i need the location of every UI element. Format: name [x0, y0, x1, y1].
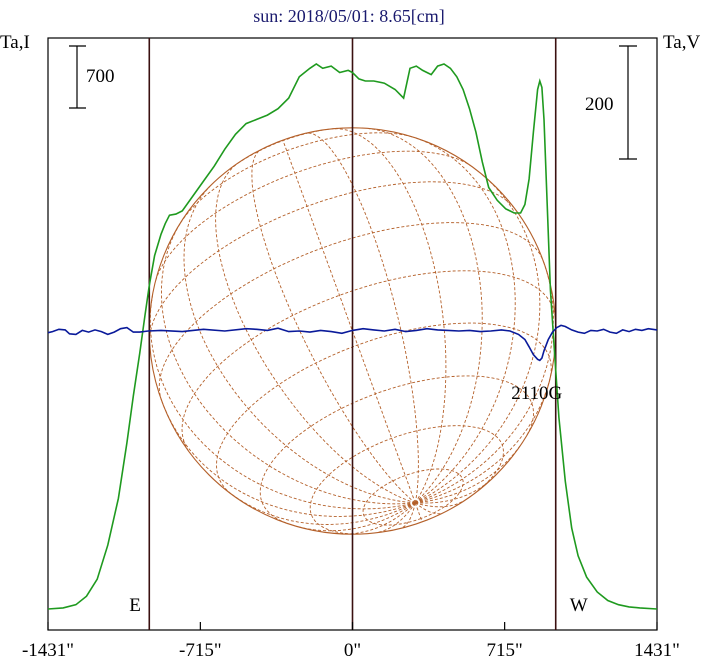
longitude-line [305, 132, 419, 503]
longitude-line [215, 163, 416, 504]
latitude-line [216, 322, 552, 495]
longitude-line [230, 493, 416, 525]
longitude-line [332, 128, 447, 504]
longitude-line [415, 500, 464, 508]
longitude-line [149, 293, 416, 510]
longitude-line [282, 139, 416, 504]
latitude-line [155, 150, 471, 281]
longitude-line [368, 128, 483, 504]
longitude-line [343, 502, 416, 535]
x-tick-label: 0" [344, 640, 361, 661]
series-line-intensity [47, 63, 658, 610]
active-region-label: 2110G [511, 383, 562, 404]
longitude-line [414, 502, 442, 515]
longitude-line [161, 222, 416, 505]
left-scale-bar [69, 45, 86, 109]
longitude-line [414, 173, 541, 504]
longitude-line [415, 377, 551, 504]
limb-and-center-lines [148, 38, 557, 630]
solar-disk [148, 127, 557, 535]
longitude-line [414, 502, 423, 522]
x-tick-label: 1431" [634, 640, 680, 661]
latitude-line [158, 222, 544, 401]
latitude-line [309, 425, 504, 535]
x-axis-ticks: -1431" -715" 0" 715" 1431" [22, 622, 680, 661]
longitude-line [183, 186, 416, 504]
right-scale-bar-label: 200 [585, 94, 614, 115]
x-tick-label: -1431" [22, 640, 74, 661]
longitude-line [414, 136, 516, 504]
right-scale-bar [619, 45, 637, 160]
latitude-line [233, 127, 338, 167]
x-tick-label: -715" [179, 640, 222, 661]
longitude-line [376, 502, 416, 534]
longitude-line [401, 502, 416, 529]
longitude-line [415, 445, 521, 504]
x-tick-label: 715" [487, 640, 523, 661]
latitude-line [259, 375, 534, 524]
longitude-line [298, 502, 416, 532]
limb-label-east: E [129, 595, 141, 616]
chart-title: sun: 2018/05/01: 8.65[cm] [253, 6, 445, 26]
longitude-line [251, 149, 416, 504]
latitude-line [181, 270, 556, 452]
longitude-line [161, 400, 416, 517]
series-line-polarization [47, 324, 658, 362]
longitude-line [415, 261, 554, 504]
left-axis-label: Ta,I [0, 32, 30, 53]
longitude-line [415, 479, 491, 504]
right-axis-label: Ta,V [663, 32, 700, 53]
latitude-line [180, 132, 415, 224]
left-scale-bar-label: 700 [86, 66, 115, 87]
limb-label-west: W [570, 595, 588, 616]
